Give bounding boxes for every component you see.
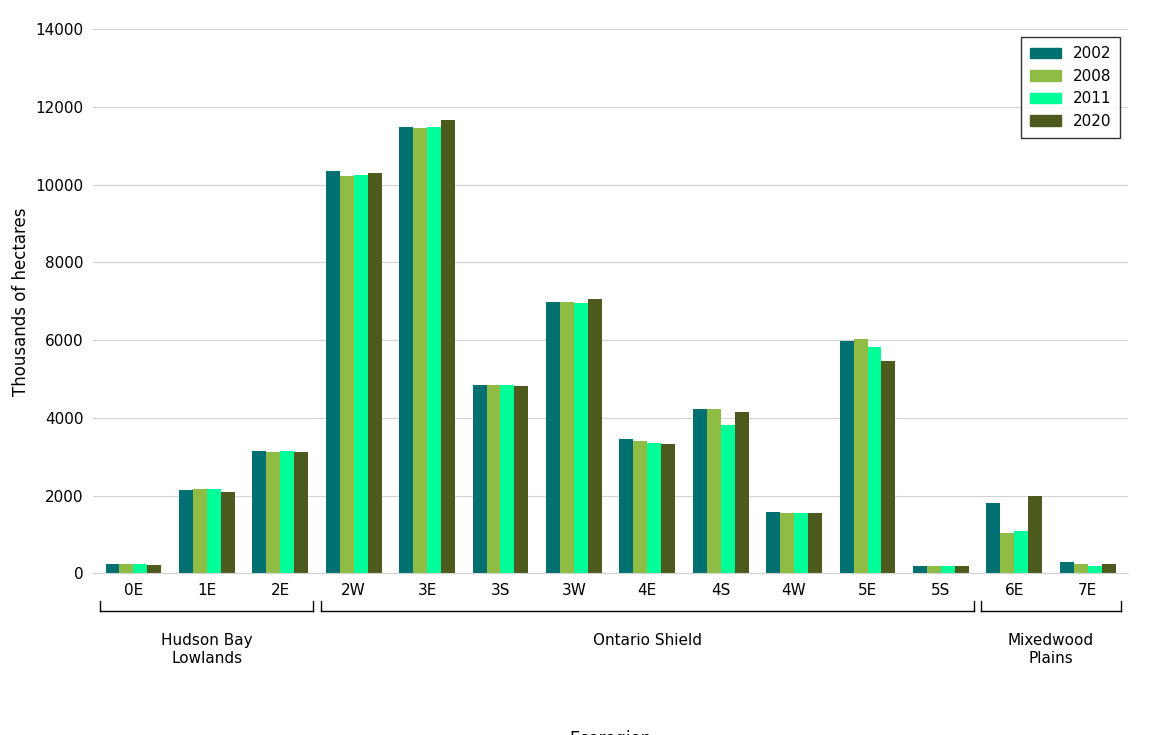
Bar (545, 302, 559, 573)
Bar (514, 386, 528, 573)
Bar (1028, 496, 1042, 573)
Bar (854, 340, 868, 573)
Bar (780, 513, 794, 573)
Bar (808, 514, 822, 573)
Bar (441, 120, 455, 573)
Text: Ontario Shield: Ontario Shield (593, 634, 701, 648)
Y-axis label: Thousands of hectares: Thousands of hectares (12, 207, 29, 395)
Bar (573, 303, 587, 573)
Bar (766, 512, 780, 573)
Bar (193, 489, 207, 573)
Bar (368, 173, 381, 573)
Bar (707, 409, 721, 573)
Bar (559, 302, 573, 573)
Bar (179, 490, 193, 573)
Bar (486, 385, 500, 573)
Bar (1073, 564, 1087, 573)
Bar (134, 564, 148, 573)
Bar (794, 513, 808, 573)
Bar (500, 385, 514, 573)
Bar (340, 176, 354, 573)
Bar (986, 503, 1000, 573)
Bar (735, 412, 749, 573)
Bar (1101, 564, 1115, 573)
Bar (148, 564, 162, 573)
Bar (868, 347, 882, 573)
Bar (620, 440, 634, 573)
Bar (252, 451, 266, 573)
Bar (326, 171, 340, 573)
Bar (662, 444, 676, 573)
Bar (280, 451, 294, 573)
Bar (1059, 562, 1073, 573)
Bar (120, 564, 134, 573)
Bar (721, 425, 735, 573)
Legend: 2002, 2008, 2011, 2020: 2002, 2008, 2011, 2020 (1021, 37, 1120, 138)
Bar (1087, 566, 1101, 573)
Bar (941, 566, 955, 573)
Bar (294, 452, 308, 573)
X-axis label: Ecoregion: Ecoregion (570, 730, 651, 735)
Bar (913, 565, 927, 573)
Bar (472, 385, 486, 573)
Bar (266, 452, 280, 573)
Bar (106, 564, 120, 573)
Bar (354, 175, 368, 573)
Bar (927, 566, 941, 573)
Bar (1014, 531, 1028, 573)
Bar (207, 490, 221, 573)
Bar (1000, 532, 1014, 573)
Bar (427, 127, 441, 573)
Bar (840, 341, 854, 573)
Bar (587, 299, 601, 573)
Bar (882, 361, 896, 573)
Bar (693, 409, 707, 573)
Bar (221, 492, 235, 573)
Bar (634, 441, 648, 573)
Text: Hudson Bay
Lowlands: Hudson Bay Lowlands (160, 634, 252, 666)
Bar (413, 128, 427, 573)
Bar (955, 566, 969, 573)
Text: Mixedwood
Plains: Mixedwood Plains (1008, 634, 1094, 666)
Bar (399, 127, 413, 573)
Bar (648, 443, 662, 573)
